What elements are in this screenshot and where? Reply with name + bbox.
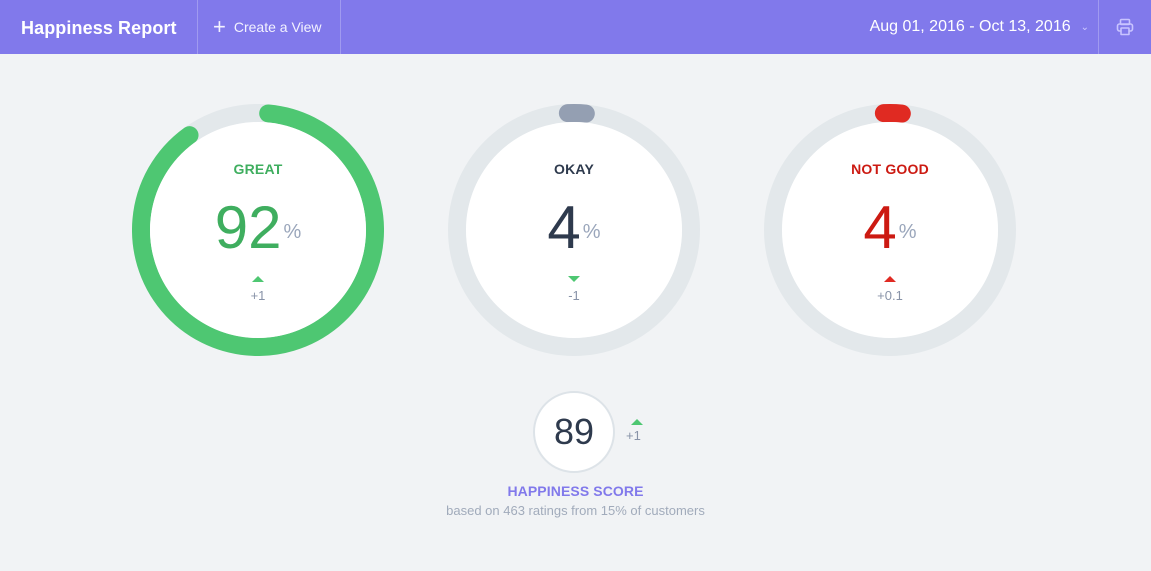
gauge-label: NOT GOOD: [851, 161, 929, 177]
gauge-value: 4%: [863, 194, 917, 261]
trend-down-icon: [568, 276, 580, 282]
chevron-down-icon: ⌄: [1080, 21, 1089, 33]
gauge-label: GREAT: [233, 161, 283, 177]
progress-ring: [132, 104, 384, 356]
create-view-label: Create a View: [233, 19, 322, 35]
date-range-label: Aug 01, 2016 - Oct 13, 2016: [869, 18, 1071, 35]
gauge-value: 4%: [547, 194, 601, 261]
progress-ring: [448, 104, 700, 356]
top-bar: Happiness Report + Create a View Aug 01,…: [0, 0, 1151, 54]
date-range-picker[interactable]: Aug 01, 2016 - Oct 13, 2016 ⌄: [870, 0, 1089, 54]
divider: [197, 0, 198, 54]
trend-up-icon: [884, 276, 896, 282]
gauge-great: GREAT 92% +1: [132, 104, 384, 356]
happiness-score-value: 89: [533, 391, 615, 473]
gauge-delta: +1: [250, 288, 266, 303]
gauge-inner: [782, 122, 998, 338]
gauge-not-good: NOT GOOD 4% +0.1: [764, 104, 1016, 356]
page-title: Happiness Report: [21, 18, 177, 38]
gauge-delta: -1: [568, 288, 580, 303]
trend-up-icon: [631, 419, 643, 425]
happiness-score-delta: +1: [626, 428, 641, 443]
divider: [1098, 0, 1099, 54]
gauge-value: 92%: [214, 194, 302, 261]
plus-icon: +: [213, 14, 226, 39]
happiness-score-label: HAPPINESS SCORE: [507, 483, 644, 499]
progress-ring: [764, 104, 1016, 356]
gauge-okay: OKAY 4% -1: [448, 104, 700, 356]
gauge-delta: +0.1: [877, 288, 903, 303]
divider: [340, 0, 341, 54]
printer-icon: [1116, 18, 1133, 36]
happiness-score-subtitle: based on 463 ratings from 15% of custome…: [446, 503, 705, 518]
create-view-button[interactable]: + Create a View: [198, 0, 340, 54]
print-button[interactable]: [1098, 0, 1151, 54]
gauge-inner: [150, 122, 366, 338]
gauge-inner: [466, 122, 682, 338]
trend-up-icon: [252, 276, 264, 282]
gauge-label: OKAY: [554, 161, 594, 177]
